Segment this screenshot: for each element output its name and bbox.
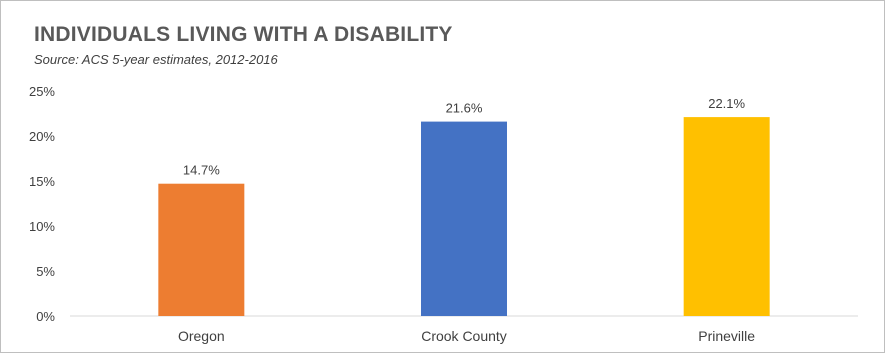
data-label: 14.7% bbox=[183, 163, 220, 178]
y-tick-label: 20% bbox=[29, 129, 55, 144]
y-tick-label: 25% bbox=[29, 84, 55, 99]
data-label: 21.6% bbox=[446, 101, 483, 116]
data-label: 22.1% bbox=[708, 96, 745, 111]
chart-title: INDIVIDUALS LIVING WITH A DISABILITY bbox=[34, 23, 453, 46]
y-tick-label: 10% bbox=[29, 219, 55, 234]
x-category-label: Oregon bbox=[178, 328, 225, 344]
bar-prineville bbox=[683, 117, 770, 316]
y-tick-label: 0% bbox=[36, 309, 55, 324]
x-category-label: Prineville bbox=[698, 328, 755, 344]
y-tick-label: 15% bbox=[29, 174, 55, 189]
chart-subtitle: Source: ACS 5-year estimates, 2012-2016 bbox=[34, 52, 278, 67]
x-category-label: Crook County bbox=[421, 328, 507, 344]
bar-crook-county bbox=[421, 121, 507, 316]
y-tick-label: 5% bbox=[36, 264, 55, 279]
bar-oregon bbox=[158, 183, 245, 316]
